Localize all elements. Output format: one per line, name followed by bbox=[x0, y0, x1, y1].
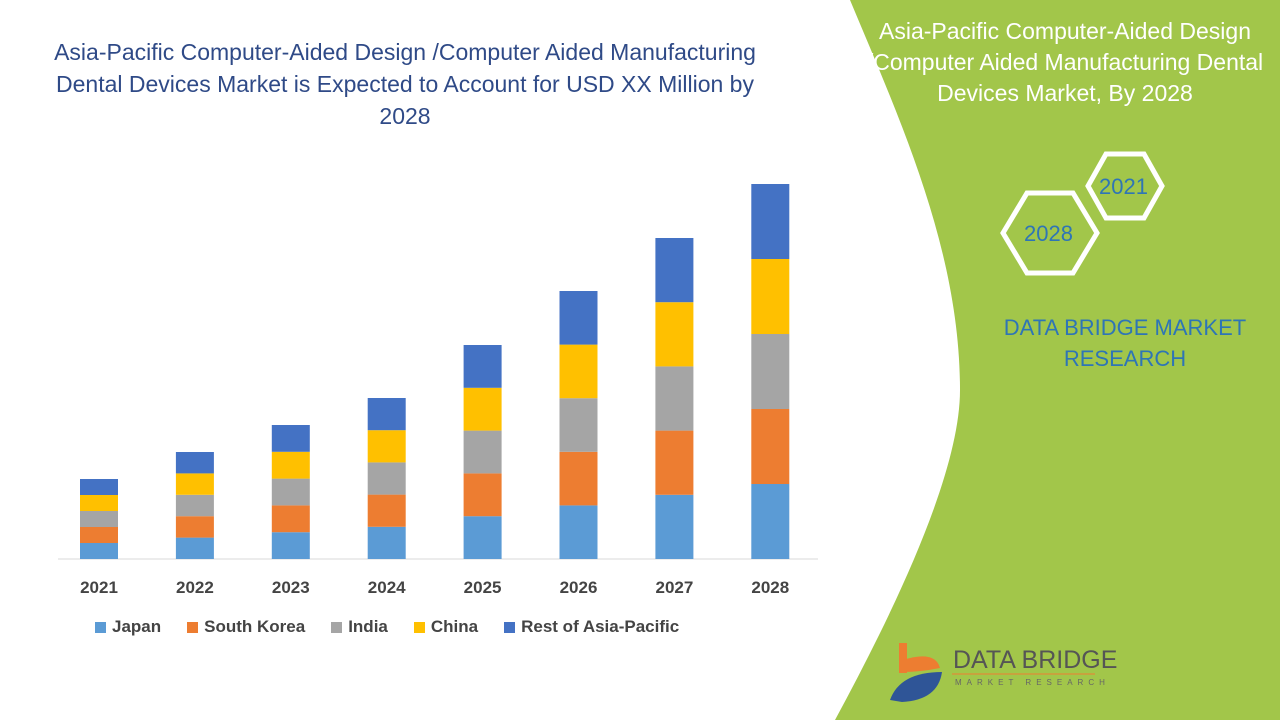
x-tick-label: 2024 bbox=[368, 578, 406, 597]
legend-item: Japan bbox=[95, 617, 161, 637]
bar-2028-rest-of-asia-pacific bbox=[751, 184, 790, 259]
bar-2026-japan bbox=[559, 505, 598, 559]
x-tick-label: 2021 bbox=[80, 578, 118, 597]
legend-item: South Korea bbox=[187, 617, 305, 637]
legend-swatch bbox=[95, 621, 106, 633]
legend: Japan South Korea India China Rest of Asia-P… bbox=[95, 617, 705, 637]
bar-2024-south-korea bbox=[367, 494, 406, 527]
legend-label: South Korea bbox=[204, 617, 306, 636]
hex-label-2021: 2021 bbox=[1099, 174, 1148, 199]
bar-2022-india bbox=[175, 494, 214, 517]
legend-swatch bbox=[504, 621, 516, 633]
bar-2025-china bbox=[463, 387, 502, 431]
legend-swatch bbox=[413, 621, 425, 633]
logo-icon bbox=[890, 643, 942, 702]
legend-label: China bbox=[430, 617, 479, 636]
bar-2026-south-korea bbox=[559, 451, 598, 506]
bar-2027-india bbox=[655, 366, 694, 431]
x-tick-label: 2025 bbox=[464, 578, 502, 597]
bar-2025-japan bbox=[463, 516, 502, 559]
logo-subtext: MARKET RESEARCH bbox=[955, 678, 1110, 687]
bar-2027-rest-of-asia-pacific bbox=[655, 238, 694, 303]
x-ticks: 2021 2022 2023 2024 2025 2026 2027 2028 bbox=[80, 578, 789, 597]
legend-label: Japan bbox=[112, 617, 162, 636]
side-title: Asia-Pacific Computer-Aided Design /Comp… bbox=[866, 18, 1264, 106]
legend-item: India bbox=[331, 617, 388, 637]
bar-2023-china bbox=[271, 451, 310, 479]
bar-2022-south-korea bbox=[175, 516, 214, 538]
bar-2026-india bbox=[559, 398, 598, 452]
x-tick-label: 2023 bbox=[272, 578, 310, 597]
chart-title: Asia-Pacific Computer-Aided Design /Comp… bbox=[54, 39, 756, 129]
bar-2025-rest-of-asia-pacific bbox=[463, 345, 502, 388]
brand-text: DATA BRIDGE MARKET RESEARCH bbox=[1003, 315, 1247, 371]
bar-2028-china bbox=[751, 259, 790, 334]
hex-label-2028: 2028 bbox=[1024, 221, 1073, 246]
bar-2023-japan bbox=[271, 532, 310, 559]
bar-2022-china bbox=[175, 473, 214, 495]
bar-2021-japan bbox=[80, 543, 118, 559]
bar-2022-japan bbox=[175, 537, 214, 559]
bar-2026-rest-of-asia-pacific bbox=[559, 291, 598, 345]
hexagon-2021 bbox=[1085, 151, 1165, 221]
bar-2023-rest-of-asia-pacific bbox=[271, 425, 310, 452]
bar-2028-india bbox=[751, 334, 790, 409]
logo-text: DATA BRIDGE bbox=[953, 646, 1118, 674]
legend-item: Rest of Asia-Pacific bbox=[504, 617, 679, 637]
bars bbox=[80, 184, 790, 559]
x-tick-label: 2022 bbox=[176, 578, 214, 597]
bar-2022-rest-of-asia-pacific bbox=[175, 452, 214, 474]
bar-2023-india bbox=[271, 478, 310, 506]
legend-swatch bbox=[331, 621, 343, 633]
bar-2024-china bbox=[367, 430, 406, 463]
bar-2027-japan bbox=[655, 494, 694, 559]
bar-2026-china bbox=[559, 344, 598, 399]
bar-2021-india bbox=[80, 511, 118, 527]
bar-2021-rest-of-asia-pacific bbox=[80, 479, 118, 495]
legend-label: India bbox=[348, 617, 388, 636]
x-tick-label: 2027 bbox=[655, 578, 693, 597]
bar-2024-rest-of-asia-pacific bbox=[367, 398, 406, 431]
bar-2021-china bbox=[80, 495, 118, 511]
legend-item: China bbox=[413, 617, 479, 637]
bar-2025-south-korea bbox=[463, 473, 502, 517]
legend-swatch bbox=[187, 621, 199, 633]
bar-2025-india bbox=[463, 430, 502, 474]
side-panel bbox=[835, 0, 1280, 720]
hexagon-2028 bbox=[1000, 190, 1100, 276]
legend-label: Rest of Asia-Pacific bbox=[521, 617, 680, 636]
x-tick-label: 2028 bbox=[751, 578, 789, 597]
bar-2023-south-korea bbox=[271, 505, 310, 533]
bar-2021-south-korea bbox=[80, 527, 118, 543]
bar-2024-india bbox=[367, 462, 406, 495]
bar-2028-south-korea bbox=[751, 409, 790, 484]
bar-2028-japan bbox=[751, 484, 790, 559]
x-tick-label: 2026 bbox=[560, 578, 598, 597]
bar-2024-japan bbox=[367, 526, 406, 559]
bar-2027-south-korea bbox=[655, 430, 694, 495]
bar-2027-china bbox=[655, 302, 694, 367]
